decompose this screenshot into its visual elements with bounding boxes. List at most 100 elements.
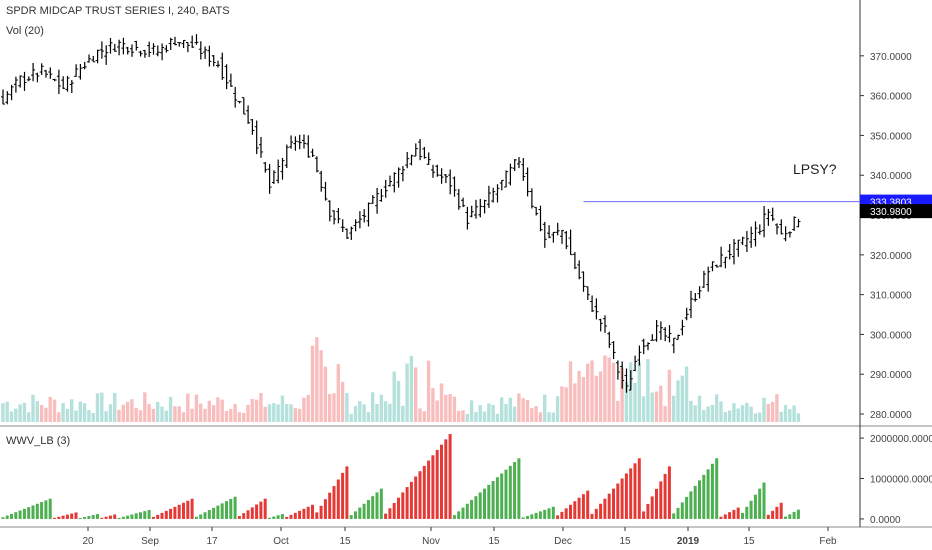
ohlc-bar [336, 208, 341, 224]
wwv-bar [766, 514, 770, 519]
volume-bar [216, 397, 220, 422]
wwv-bar [418, 471, 422, 519]
ohlc-bar [409, 154, 414, 166]
wwv-bar [302, 508, 306, 519]
volume-bar [95, 393, 100, 422]
wwv-bar [182, 502, 185, 519]
volume-bar [267, 404, 272, 422]
wwv-bar [250, 507, 254, 519]
volume-bar [672, 395, 676, 422]
ohlc-bar [615, 360, 620, 380]
volume-bar [160, 406, 164, 422]
ohlc-bar [680, 319, 685, 336]
ohlc-bar [379, 188, 384, 202]
wwv-bar [676, 507, 680, 519]
wwv-bar [5, 515, 9, 519]
wwv-bar [560, 511, 564, 519]
volume-bar [598, 371, 603, 422]
volume-bar [113, 392, 117, 422]
wwv-bar [474, 496, 478, 519]
volume-bar [173, 406, 177, 422]
wwv-bar [332, 486, 336, 519]
volume-bar [100, 392, 104, 422]
wwv-bar [775, 506, 779, 519]
volume-label: Vol (20) [6, 25, 44, 37]
wwv-bar [289, 514, 293, 519]
volume-bar [250, 399, 254, 422]
wwv-bar [96, 514, 99, 519]
ohlc-bar [667, 325, 672, 343]
volume-bar [164, 410, 168, 422]
price-tick-label: 320.0000 [870, 251, 912, 262]
wwv-bar [543, 509, 547, 519]
wwv-bar [1, 517, 5, 519]
wwv-bar [702, 474, 706, 519]
ohlc-bar [164, 45, 169, 53]
ohlc-bar [482, 199, 487, 214]
wwv-bar [650, 496, 654, 519]
wwv-bar [104, 516, 108, 519]
ohlc-bar [671, 337, 676, 354]
wwv-bar [616, 483, 620, 519]
ohlc-bar [155, 45, 160, 57]
volume-bar [392, 371, 396, 422]
volume-bar [332, 393, 336, 422]
volume-bar [18, 404, 22, 422]
volume-bar [285, 404, 289, 422]
volume-bar [310, 345, 315, 422]
wwv-bar [659, 481, 663, 519]
wwv-bar [375, 492, 379, 519]
volume-bars [1, 337, 801, 422]
volume-bar [581, 376, 586, 422]
wwv-bar [612, 488, 615, 519]
ohlc-bar [585, 286, 590, 300]
volume-bar [517, 393, 521, 422]
ohlc-bar [353, 219, 358, 232]
ohlc-bar [529, 188, 534, 209]
wwv-bar [517, 458, 521, 519]
ohlc-bar [594, 298, 599, 320]
volume-bar [611, 362, 616, 422]
wwv-bar [328, 492, 332, 519]
volume-bar [586, 363, 590, 422]
wwv-bar [311, 504, 314, 519]
volume-bar [775, 394, 779, 422]
time-tick-label: 2019 [677, 536, 700, 547]
volume-bar [319, 350, 323, 422]
ohlc-bar [87, 54, 91, 63]
volume-bar [233, 404, 237, 422]
ohlc-bar [310, 148, 315, 157]
time-tick-label: Dec [554, 536, 572, 547]
ohlc-bar [448, 169, 453, 195]
wwv-bar [336, 479, 340, 519]
wwv-bar [435, 449, 439, 519]
ohlc-bar [693, 293, 698, 302]
wwv-bar [143, 511, 147, 519]
wwv-bar [108, 515, 112, 519]
wwv-bar [405, 487, 409, 519]
ohlc-bar [168, 37, 173, 50]
ohlc-bar [216, 60, 220, 68]
wwv-bar [242, 513, 246, 519]
volume-bar [383, 401, 388, 422]
ohlc-bar [39, 63, 44, 75]
wwv-bar [495, 477, 499, 519]
volume-bar [194, 394, 199, 422]
volume-bar [422, 411, 426, 422]
wwv-bar [160, 512, 164, 519]
wwv-bar [164, 510, 168, 519]
wwv-bar [27, 507, 31, 519]
ohlc-bar [297, 134, 302, 150]
wwv-bar [594, 508, 598, 519]
wwv-bar [74, 512, 78, 519]
ohlc-bar [603, 315, 607, 333]
volume-bar [530, 408, 534, 422]
volume-bar [237, 412, 242, 422]
wwv-bar [285, 516, 289, 519]
volume-bar [465, 413, 469, 422]
ohlc-bar [254, 120, 259, 155]
wwv-bar [599, 503, 603, 519]
ohlc-bar [61, 76, 66, 90]
ohlc-bar [5, 91, 10, 105]
volume-bar [379, 394, 383, 422]
